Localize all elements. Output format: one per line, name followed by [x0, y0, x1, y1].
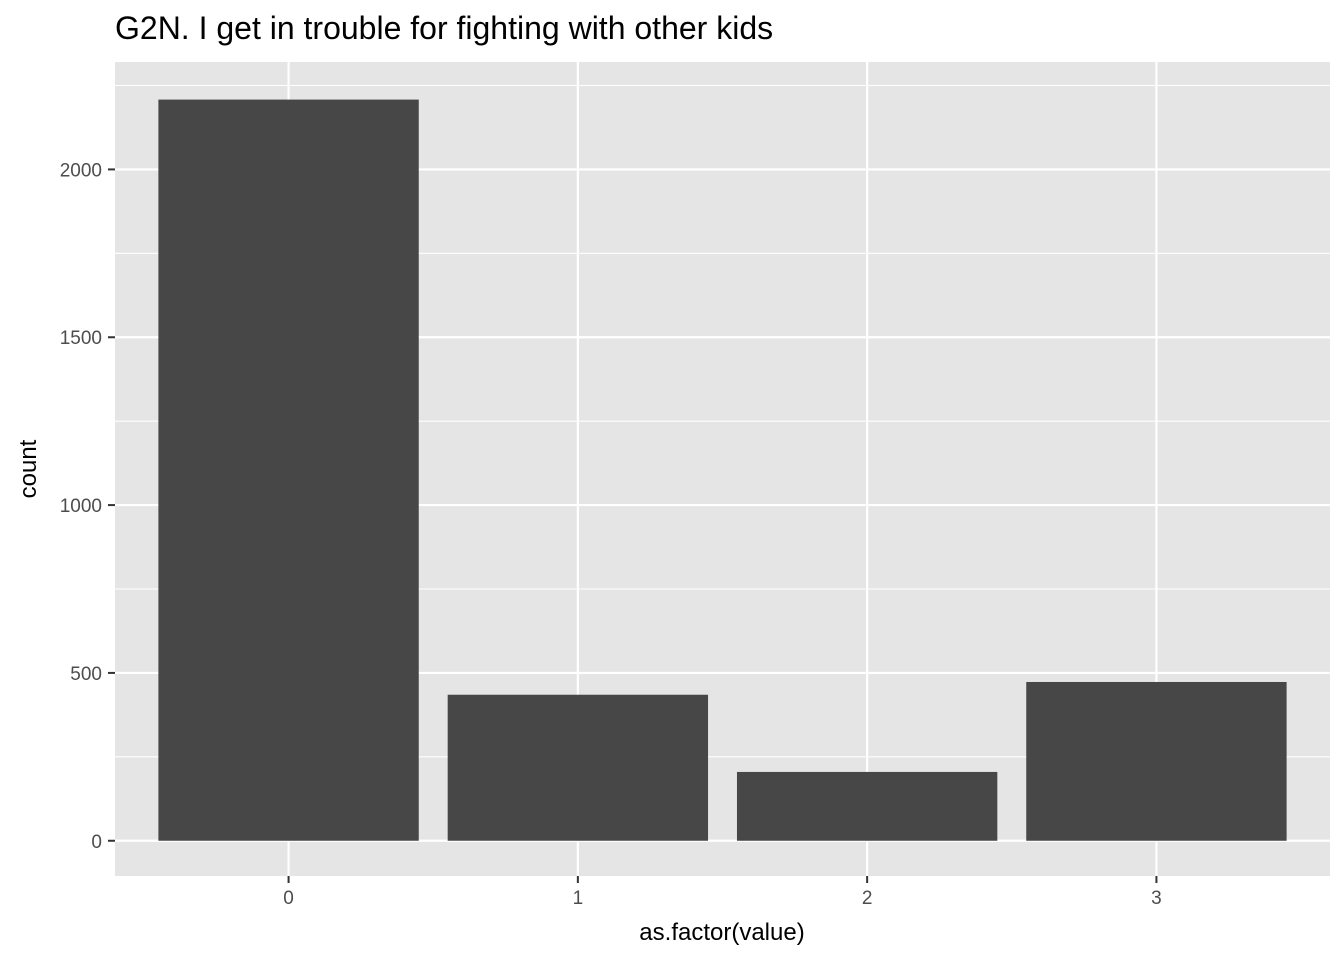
- x-tick-label: 1: [573, 888, 584, 909]
- y-axis: 0 500 1000 1500 2000: [60, 160, 115, 853]
- y-tick-label: 1500: [60, 328, 102, 349]
- x-axis: 0 1 2 3: [283, 876, 1162, 909]
- bar-0: [158, 99, 419, 841]
- y-axis-title: count: [15, 439, 42, 498]
- y-tick-label: 2000: [60, 160, 102, 181]
- x-tick-label: 0: [283, 888, 294, 909]
- chart-title: G2N. I get in trouble for fighting with …: [115, 10, 773, 46]
- x-axis-title: as.factor(value): [639, 919, 804, 946]
- y-tick-label: 0: [91, 832, 102, 853]
- y-tick-label: 500: [70, 664, 102, 685]
- x-tick-label: 3: [1151, 888, 1162, 909]
- bar-1: [447, 694, 709, 841]
- bar-2: [736, 771, 998, 841]
- y-tick-label: 1000: [60, 496, 102, 517]
- bar-3: [1026, 681, 1287, 841]
- x-tick-label: 2: [862, 888, 873, 909]
- bars: [158, 99, 1287, 841]
